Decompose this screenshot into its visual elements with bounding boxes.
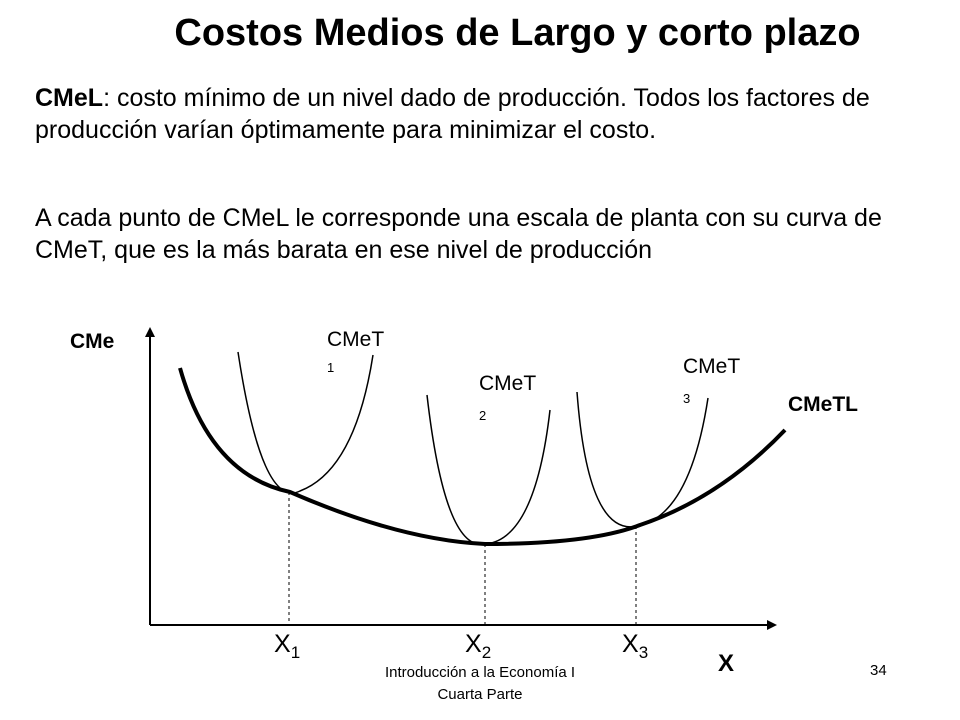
x-tick-2-sub: 2 [481,643,492,662]
explanation-paragraph: A cada punto de CMeL le corresponde una … [35,204,882,264]
x-tick-1-sub: 1 [290,643,301,662]
x-tick-3-sub: 3 [638,643,649,662]
footer-course-line2: Cuarta Parte [437,686,523,703]
x-axis-label: X [718,650,735,677]
x-tick-3-base: X [622,630,639,658]
definition-text: : costo mínimo de un nivel dado de produ… [35,84,870,144]
short-run-cost-curve-3 [576,391,709,528]
short-run-label-2-name: CMeT [479,372,537,395]
short-run-label-3-index: 3 [683,391,691,406]
definition-term: CMeL [35,84,104,112]
slide-title: Costos Medios de Largo y corto plazo [174,12,861,54]
x-tick-1-base: X [274,630,291,658]
short-run-cost-curve-1 [237,351,374,494]
x-tick-3: X3 [622,630,648,663]
page-number: 34 [870,662,887,679]
short-run-label-1: CMeT 1 [327,328,384,375]
footer-course: Introducción a la Economía I Cuarta Part… [330,662,630,706]
footer-course-line1: Introducción a la Economía I [384,664,576,681]
x-tick-1: X1 [274,630,300,663]
definition-paragraph: CMeL: costo mínimo de un nivel dado de p… [35,82,955,146]
long-run-curve-label: CMeTL [788,393,858,416]
x-tick-2-base: X [465,630,482,658]
short-run-label-3-name: CMeT [683,355,741,378]
y-axis-label: CMe [70,330,115,353]
short-run-label-1-index: 1 [327,360,335,375]
x-tick-2: X2 [465,630,491,663]
short-run-label-2-index: 2 [479,408,487,423]
short-run-label-1-name: CMeT [327,328,385,351]
short-run-label-3: CMeT 3 [683,355,740,406]
short-run-label-2: CMeT 2 [479,372,536,423]
